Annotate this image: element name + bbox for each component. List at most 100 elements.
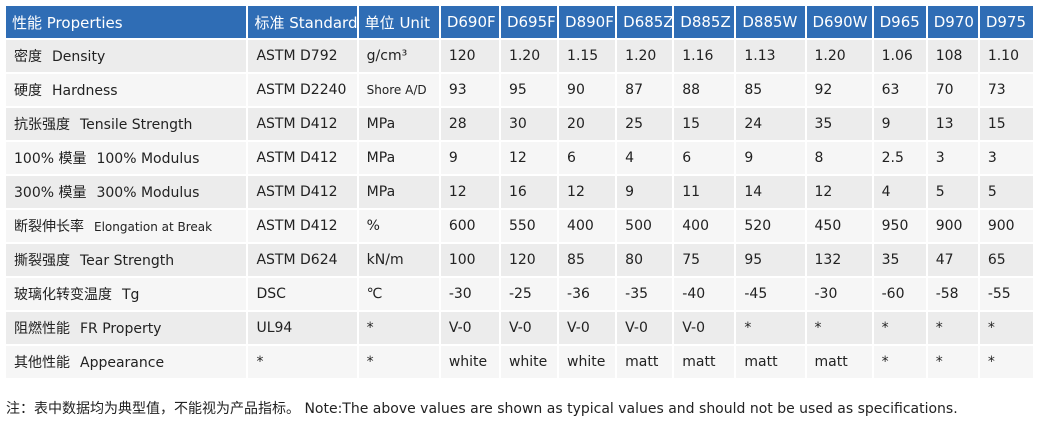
header-cell: D885W [736, 6, 805, 38]
property-zh: 300% 模量 [14, 185, 87, 201]
value-cell: 12 [559, 176, 616, 208]
value-cell: matt [806, 346, 872, 378]
value-cell: 1.10 [979, 40, 1033, 72]
table-row: 其他性能 Appearance * * white white white matt matt m… [6, 346, 1033, 378]
value-cell: 950 [873, 210, 926, 242]
value-cell: 80 [617, 244, 673, 276]
value-cell: 600 [440, 210, 499, 242]
value-cell: 400 [559, 210, 616, 242]
value-cell: matt [617, 346, 673, 378]
header-cell: 性能 Properties [6, 6, 247, 38]
value-cell: 6 [674, 142, 735, 174]
value-cell: -36 [559, 278, 616, 310]
value-cell: 73 [979, 74, 1033, 106]
value-cell: 8 [806, 142, 872, 174]
value-cell: 63 [873, 74, 926, 106]
value-cell: -35 [617, 278, 673, 310]
standard-cell: UL94 [248, 312, 357, 344]
header-cell: D885Z [674, 6, 735, 38]
value-cell: 12 [806, 176, 872, 208]
value-cell: V-0 [440, 312, 499, 344]
value-cell: 9 [736, 142, 805, 174]
value-cell: 9 [617, 176, 673, 208]
value-cell: -58 [927, 278, 978, 310]
value-cell: matt [736, 346, 805, 378]
value-cell: * [927, 346, 978, 378]
value-cell: 92 [806, 74, 872, 106]
value-cell: -40 [674, 278, 735, 310]
value-cell: 5 [927, 176, 978, 208]
standard-cell: ASTM D412 [248, 142, 357, 174]
value-cell: 108 [927, 40, 978, 72]
table-row: 玻璃化转变温度 Tg DSC ℃ -30 -25 -36 -35 -40 -45 -30 -60 -58… [6, 278, 1033, 310]
value-cell: 120 [440, 40, 499, 72]
value-cell: V-0 [500, 312, 558, 344]
value-cell: 500 [617, 210, 673, 242]
property-zh: 玻璃化转变温度 [14, 287, 112, 303]
value-cell: 1.16 [674, 40, 735, 72]
unit-cell: g/cm³ [358, 40, 439, 72]
unit-cell: % [358, 210, 439, 242]
value-cell: 15 [674, 108, 735, 140]
header-row: 性能 Properties 标准 Standard 单位 Unit D690F D695… [6, 6, 1033, 38]
value-cell: 14 [736, 176, 805, 208]
property-en: Hardness [52, 83, 118, 99]
value-cell: 120 [500, 244, 558, 276]
table-row: 100% 模量 100% Modulus ASTM D412 MPa 9 12 6 4 6 9 8 2… [6, 142, 1033, 174]
property-en: Tg [122, 287, 140, 303]
value-cell: 15 [979, 108, 1033, 140]
value-cell: 20 [559, 108, 616, 140]
unit-cell: * [358, 312, 439, 344]
property-cell: 100% 模量 100% Modulus [6, 142, 247, 174]
value-cell: 450 [806, 210, 872, 242]
property-zh: 撕裂强度 [14, 253, 70, 269]
value-cell: * [979, 312, 1033, 344]
value-cell: 9 [873, 108, 926, 140]
value-cell: 28 [440, 108, 499, 140]
table-row: 硬度 Hardness ASTM D2240 Shore A/D 93 95 90 87 88 8… [6, 74, 1033, 106]
value-cell: 520 [736, 210, 805, 242]
property-zh: 断裂伸长率 [14, 219, 84, 235]
value-cell: 5 [979, 176, 1033, 208]
property-en: 100% Modulus [96, 151, 200, 167]
header-cell: 单位 Unit [358, 6, 439, 38]
property-cell: 其他性能 Appearance [6, 346, 247, 378]
value-cell: 1.20 [617, 40, 673, 72]
value-cell: 900 [979, 210, 1033, 242]
value-cell: -60 [873, 278, 926, 310]
value-cell: -30 [806, 278, 872, 310]
property-en: Tensile Strength [80, 117, 193, 133]
header-cell: D965 [873, 6, 926, 38]
value-cell: 400 [674, 210, 735, 242]
unit-cell: kN/m [358, 244, 439, 276]
property-cell: 阻燃性能 FR Property [6, 312, 247, 344]
header-cell: D690F [440, 6, 499, 38]
standard-cell: ASTM D412 [248, 108, 357, 140]
value-cell: 16 [500, 176, 558, 208]
value-cell: 87 [617, 74, 673, 106]
property-cell: 抗张强度 Tensile Strength [6, 108, 247, 140]
header-cell: D690W [806, 6, 872, 38]
property-cell: 硬度 Hardness [6, 74, 247, 106]
table-row: 撕裂强度 Tear Strength ASTM D624 kN/m 100 120 85 80… [6, 244, 1033, 276]
value-cell: 100 [440, 244, 499, 276]
property-en: Tear Strength [80, 253, 175, 269]
property-cell: 玻璃化转变温度 Tg [6, 278, 247, 310]
unit-cell: MPa [358, 176, 439, 208]
header-cell: D685Z [617, 6, 673, 38]
value-cell: 550 [500, 210, 558, 242]
property-en: Appearance [80, 355, 165, 371]
value-cell: 70 [927, 74, 978, 106]
header-cell: 标准 Standard [248, 6, 357, 38]
property-cell: 断裂伸长率 Elongation at Break [6, 210, 247, 242]
value-cell: V-0 [617, 312, 673, 344]
unit-cell: MPa [358, 108, 439, 140]
value-cell: -25 [500, 278, 558, 310]
table-row: 密度 Density ASTM D792 g/cm³ 120 1.20 1.15 1.20 1.… [6, 40, 1033, 72]
property-zh: 100% 模量 [14, 151, 87, 167]
standard-cell: ASTM D792 [248, 40, 357, 72]
header-cell: D695F [500, 6, 558, 38]
value-cell: V-0 [674, 312, 735, 344]
table-row: 300% 模量 300% Modulus ASTM D412 MPa 12 16 12 9 11… [6, 176, 1033, 208]
value-cell: * [736, 312, 805, 344]
